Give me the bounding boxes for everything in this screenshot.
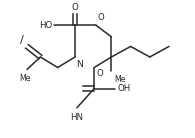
Text: /: / [20, 34, 24, 45]
Text: N: N [76, 60, 83, 69]
Text: O: O [96, 69, 103, 79]
Text: OH: OH [117, 84, 130, 93]
Text: O: O [72, 3, 78, 12]
Text: HO: HO [39, 21, 52, 30]
Text: Me: Me [19, 74, 31, 83]
Text: O: O [98, 14, 105, 22]
Text: Me: Me [114, 75, 126, 84]
Text: HN: HN [70, 113, 83, 122]
